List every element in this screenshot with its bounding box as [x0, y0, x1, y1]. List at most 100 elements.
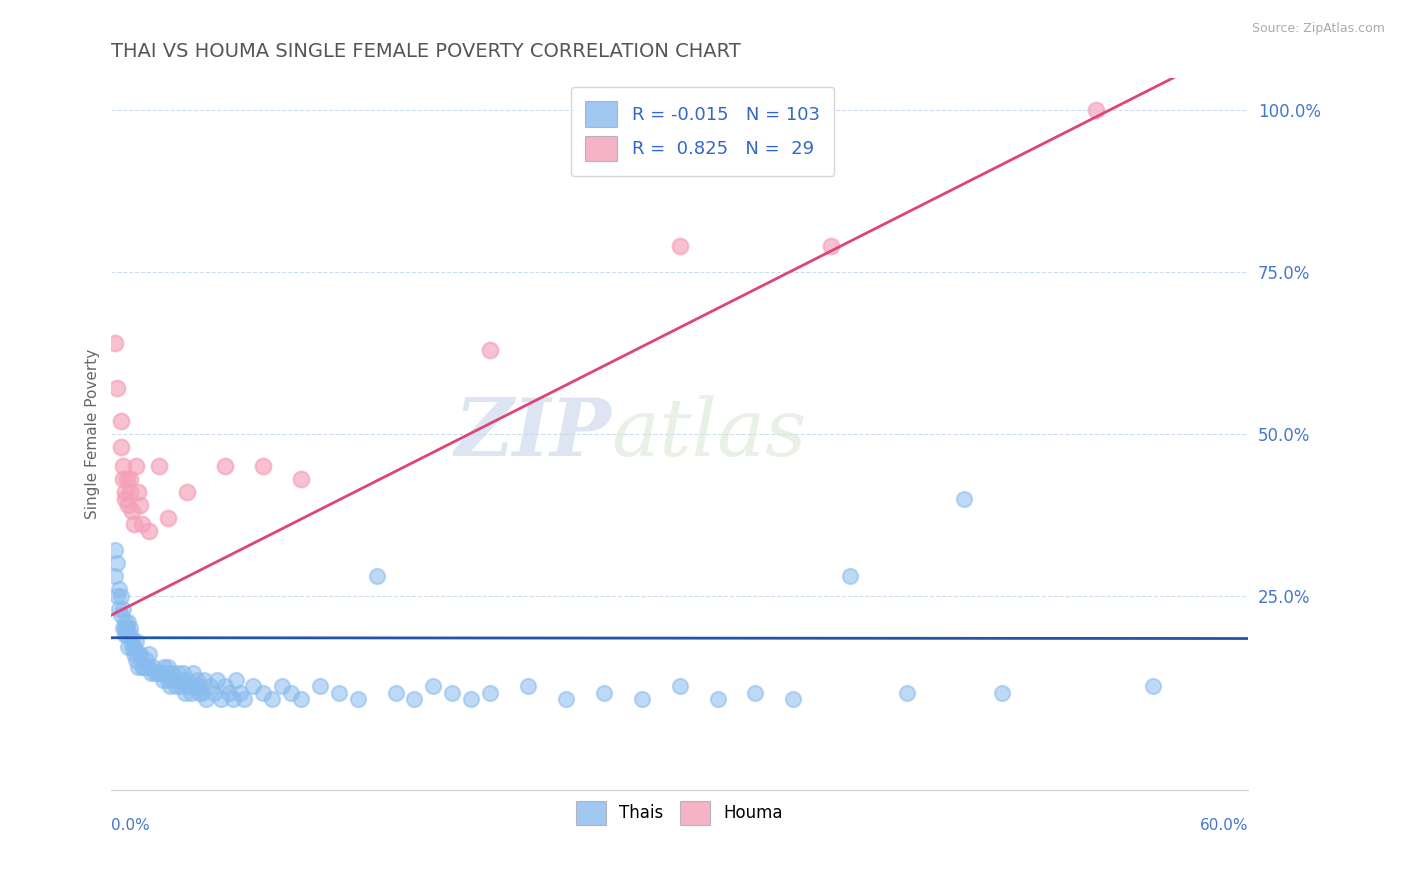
Point: [176, 485, 198, 500]
Point: [404, 692, 426, 706]
Point: [744, 686, 766, 700]
Point: [105, 589, 128, 603]
Point: [136, 660, 159, 674]
Point: [479, 686, 502, 700]
Point: [214, 459, 236, 474]
Point: [346, 692, 368, 706]
Point: [839, 569, 862, 583]
Point: [990, 686, 1012, 700]
Point: [143, 666, 166, 681]
Point: [157, 660, 180, 674]
Point: [180, 686, 202, 700]
Point: [115, 472, 138, 486]
Point: [115, 621, 138, 635]
Point: [290, 472, 312, 486]
Point: [668, 679, 690, 693]
Text: THAI VS HOUMA SINGLE FEMALE POVERTY CORRELATION CHART: THAI VS HOUMA SINGLE FEMALE POVERTY CORR…: [111, 42, 741, 61]
Point: [198, 679, 221, 693]
Point: [138, 524, 160, 538]
Point: [172, 666, 194, 681]
Point: [280, 686, 302, 700]
Point: [117, 640, 139, 655]
Point: [186, 673, 208, 687]
Point: [190, 679, 212, 693]
Point: [202, 686, 225, 700]
Point: [117, 498, 139, 512]
Point: [120, 485, 142, 500]
Point: [896, 686, 918, 700]
Point: [218, 686, 240, 700]
Point: [114, 621, 136, 635]
Point: [111, 472, 134, 486]
Point: [233, 692, 256, 706]
Point: [157, 673, 180, 687]
Point: [104, 569, 127, 583]
Point: [366, 569, 388, 583]
Point: [170, 679, 193, 693]
Point: [191, 686, 214, 700]
Point: [209, 692, 232, 706]
Point: [157, 511, 180, 525]
Point: [460, 692, 482, 706]
Point: [214, 679, 236, 693]
Point: [252, 686, 274, 700]
Point: [153, 660, 176, 674]
Point: [121, 640, 143, 655]
Point: [127, 485, 149, 500]
Point: [125, 653, 148, 667]
Text: 60.0%: 60.0%: [1199, 819, 1249, 833]
Point: [270, 679, 292, 693]
Point: [1142, 679, 1164, 693]
Point: [114, 491, 136, 506]
Point: [149, 666, 172, 681]
Point: [195, 692, 218, 706]
Point: [122, 640, 145, 655]
Point: [110, 414, 132, 428]
Point: [138, 647, 160, 661]
Point: [262, 692, 284, 706]
Y-axis label: Single Female Poverty: Single Female Poverty: [86, 349, 100, 519]
Point: [953, 491, 976, 506]
Text: ZIP: ZIP: [454, 395, 612, 473]
Text: atlas: atlas: [612, 395, 807, 473]
Point: [517, 679, 540, 693]
Point: [155, 666, 177, 681]
Point: [115, 627, 138, 641]
Point: [111, 459, 134, 474]
Point: [110, 608, 132, 623]
Point: [122, 517, 145, 532]
Point: [169, 673, 191, 687]
Point: [148, 666, 170, 681]
Point: [290, 692, 312, 706]
Point: [141, 666, 163, 681]
Text: Source: ZipAtlas.com: Source: ZipAtlas.com: [1251, 22, 1385, 36]
Point: [177, 679, 200, 693]
Point: [110, 440, 132, 454]
Point: [184, 679, 207, 693]
Point: [148, 459, 170, 474]
Point: [122, 647, 145, 661]
Point: [128, 647, 150, 661]
Point: [114, 615, 136, 629]
Legend: Thais, Houma: Thais, Houma: [569, 795, 790, 831]
Point: [242, 679, 264, 693]
Point: [181, 666, 204, 681]
Point: [120, 621, 142, 635]
Point: [114, 627, 136, 641]
Point: [121, 634, 143, 648]
Point: [127, 660, 149, 674]
Point: [131, 660, 153, 674]
Point: [555, 692, 578, 706]
Point: [131, 517, 153, 532]
Point: [114, 485, 136, 500]
Point: [252, 459, 274, 474]
Point: [308, 679, 330, 693]
Point: [117, 615, 139, 629]
Point: [104, 336, 127, 351]
Point: [138, 660, 160, 674]
Text: 0.0%: 0.0%: [111, 819, 150, 833]
Point: [160, 666, 183, 681]
Point: [110, 589, 132, 603]
Point: [229, 686, 252, 700]
Point: [221, 692, 243, 706]
